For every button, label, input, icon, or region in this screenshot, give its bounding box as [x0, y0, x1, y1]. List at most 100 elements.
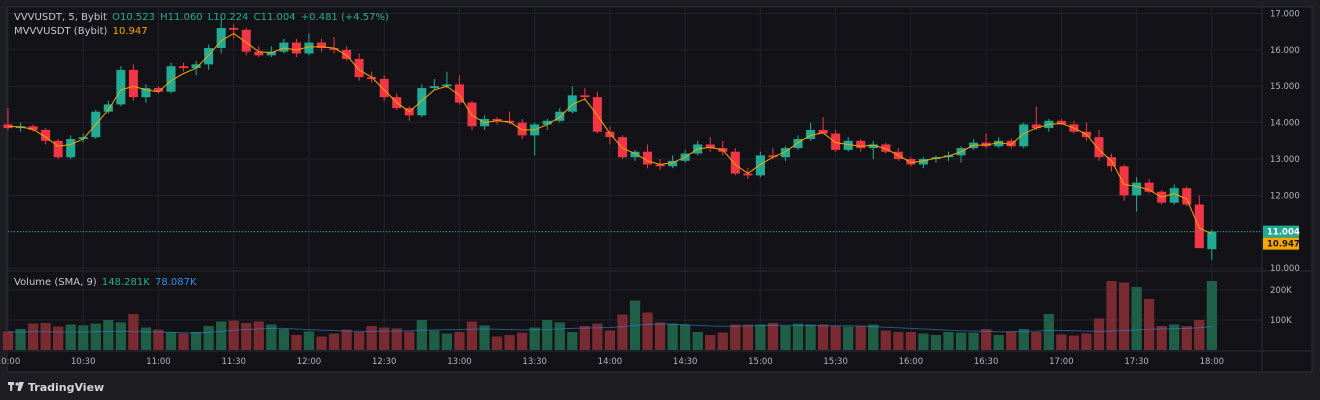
candle-down [580, 95, 590, 98]
candle-down [492, 118, 502, 121]
candle-down [643, 151, 653, 165]
volume-bar [216, 321, 227, 350]
candle-up [266, 51, 276, 56]
candle-down [1094, 137, 1104, 158]
brand-name: TradingView [28, 380, 105, 394]
candle-up [204, 48, 214, 65]
volume-bar [253, 321, 264, 350]
volume-bar [843, 326, 854, 350]
candle-down [831, 133, 841, 150]
volume-bar [1031, 332, 1042, 350]
price-tick-label: 14.000 [1270, 119, 1300, 129]
volume-bar [404, 331, 415, 350]
candle-down [1182, 188, 1192, 205]
volume-tick-label: 200K [1270, 286, 1292, 296]
volume-bar [441, 333, 453, 350]
candle-down [705, 144, 715, 149]
tradingview-attribution[interactable]: TradingView [8, 378, 104, 396]
candle-down [1119, 166, 1129, 196]
price-tick-label: 12.000 [1270, 191, 1300, 201]
candle-up [542, 120, 552, 125]
candle-down [342, 49, 352, 59]
high-value: H11.060 [160, 12, 203, 23]
candle-down [818, 129, 828, 134]
volume-bar [366, 326, 377, 350]
time-tick-label: 14:00 [598, 357, 623, 367]
volume-label[interactable]: Volume (SMA, 9) [14, 277, 97, 288]
time-tick-label: 11:00 [146, 357, 171, 367]
volume-bar [529, 327, 540, 350]
volume-bar [353, 332, 365, 350]
candle-down [53, 140, 63, 158]
time-tick-label: 14:30 [673, 357, 698, 367]
volume-bar [1118, 282, 1130, 350]
candle-up [555, 111, 565, 121]
volume-bar [855, 326, 866, 350]
candle-down [655, 164, 665, 167]
volume-bar [579, 326, 590, 350]
volume-bar [203, 326, 214, 350]
current-price-tag-label: 11.004 [1267, 228, 1300, 238]
candle-down [354, 58, 364, 78]
volume-bar [805, 324, 816, 350]
time-tick-label: 13:30 [522, 357, 547, 367]
candle-up [141, 88, 151, 98]
volume-bar [165, 332, 177, 350]
volume-value: 148.281K [101, 277, 150, 288]
volume-bar [980, 329, 992, 350]
volume-bar [479, 325, 490, 350]
candle-up [1019, 124, 1029, 147]
volume-bar [1181, 326, 1192, 350]
time-tick-label: 10:30 [71, 357, 96, 367]
volume-bar [554, 322, 565, 350]
candle-up [279, 42, 289, 52]
price-tick-label: 16.000 [1270, 46, 1300, 56]
candle-up [843, 140, 853, 150]
candle-up [567, 95, 577, 112]
volume-bar [604, 330, 616, 350]
ma-legend: MVVVUSDT (Bybit) 10.947 [14, 26, 150, 37]
volume-sma-line [8, 323, 1212, 334]
candle-up [806, 129, 816, 139]
candle-down [517, 122, 527, 136]
volume-bar [1206, 281, 1217, 350]
volume-bar [115, 322, 127, 350]
candle-down [1056, 120, 1066, 125]
volume-bar [379, 327, 390, 350]
volume-bar [140, 327, 152, 350]
volume-bar [491, 336, 503, 350]
candle-up [994, 140, 1004, 147]
volume-bar [767, 323, 779, 350]
volume-bar [65, 324, 76, 350]
volume-bar [792, 323, 804, 350]
time-tick-label: 18:00 [1200, 357, 1225, 367]
volume-bar [15, 329, 26, 350]
candle-up [1207, 231, 1217, 250]
time-tick-label: 11:30 [221, 357, 246, 367]
candle-down [881, 144, 891, 152]
price-tick-label: 15.000 [1270, 82, 1300, 92]
volume-bar [278, 329, 290, 350]
candle-up [116, 69, 126, 105]
volume-bar [241, 323, 252, 350]
volume-bar [542, 320, 553, 350]
volume-bar [429, 330, 440, 350]
candle-down [254, 51, 264, 56]
volume-bar [40, 323, 51, 350]
volume-bar [153, 329, 164, 350]
volume-bar [341, 329, 352, 350]
price-tick-label: 13.000 [1270, 155, 1300, 165]
tradingview-logo-icon [8, 382, 24, 391]
ma-line [7, 32, 1213, 235]
volume-bar [516, 332, 528, 350]
candle-up [780, 148, 790, 158]
candle-down [179, 66, 189, 69]
time-tick-label: 15:30 [823, 357, 848, 367]
volume-bar [1093, 318, 1105, 350]
symbol-label[interactable]: VVVUSDT, 5, Bybit [14, 12, 107, 23]
volume-bar [930, 335, 942, 350]
ma-label[interactable]: MVVVUSDT (Bybit) [14, 26, 108, 37]
candle-up [103, 104, 113, 112]
